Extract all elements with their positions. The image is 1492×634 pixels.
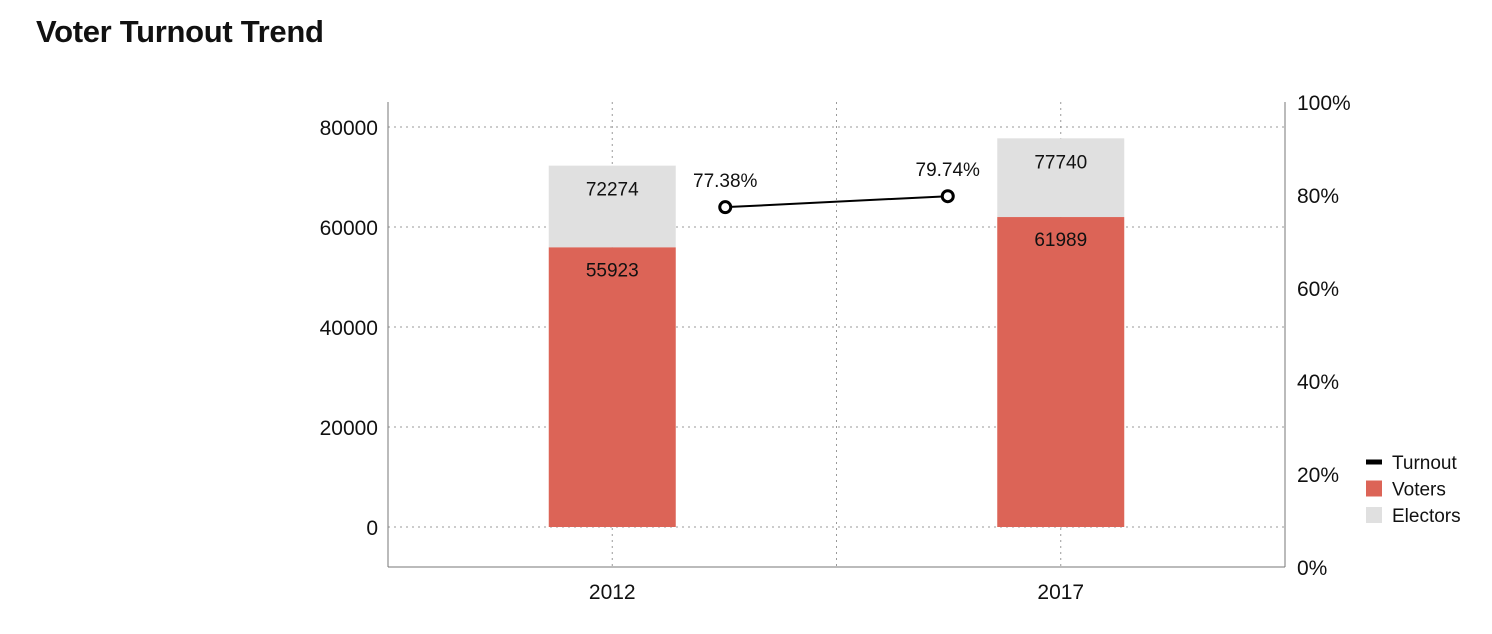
y-left-tick-label: 40000 [320,317,378,340]
bar-voters [997,217,1125,527]
bar-voters [548,247,676,527]
y-right-tick-label: 20% [1297,464,1339,487]
data-label-turnout: 79.74% [916,160,981,181]
data-label-electors: 72274 [586,180,639,201]
bar-electors [997,138,1125,218]
x-tick-label: 2012 [589,581,636,604]
data-label-voters: 55923 [586,260,639,281]
legend-swatch-electors [1366,507,1382,523]
y-right-tick-label: 60% [1297,278,1339,301]
bar-electors [548,165,676,248]
chart-title: Voter Turnout Trend [36,14,324,49]
legend-swatch-turnout [1366,459,1382,465]
y-right-tick-label: 80% [1297,185,1339,208]
data-label-voters: 61989 [1034,230,1087,251]
data-label-electors: 77740 [1034,152,1087,173]
data-label-turnout: 77.38% [693,171,758,192]
turnout-point [940,189,955,204]
y-left-tick-label: 60000 [320,217,378,240]
y-left-tick-label: 20000 [320,417,378,440]
legend-label-voters: Voters [1392,480,1446,501]
legend-label-turnout: Turnout [1392,453,1457,474]
legend-label-electors: Electors [1392,506,1461,527]
turnout-point [718,200,733,215]
x-tick-label: 2017 [1037,581,1084,604]
legend-swatch-voters [1366,480,1382,497]
y-left-tick-label: 80000 [320,117,378,140]
y-left-tick-label: 0 [366,517,378,540]
y-right-tick-label: 100% [1297,92,1351,115]
turnout-line [725,195,948,209]
y-right-tick-label: 40% [1297,371,1339,394]
y-right-tick-label: 0% [1297,557,1327,580]
